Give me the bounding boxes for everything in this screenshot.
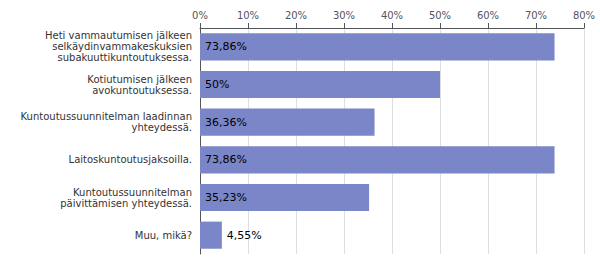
svg-text:35,23%: 35,23%: [205, 191, 247, 204]
svg-text:Laitoskuntoutusjaksoilla.: Laitoskuntoutusjaksoilla.: [69, 154, 192, 165]
svg-text:50%: 50%: [429, 10, 451, 21]
svg-text:yhteydessä.: yhteydessä.: [132, 122, 192, 133]
svg-text:70%: 70%: [525, 10, 547, 21]
svg-text:Heti vammautumisen jälkeen: Heti vammautumisen jälkeen: [45, 30, 192, 41]
svg-text:60%: 60%: [477, 10, 499, 21]
svg-text:30%: 30%: [333, 10, 355, 21]
svg-text:Kuntoutussuunnitelman laadinna: Kuntoutussuunnitelman laadinnan: [21, 111, 192, 122]
svg-text:73,86%: 73,86%: [205, 40, 247, 53]
svg-text:0%: 0%: [192, 10, 208, 21]
svg-text:Kuntoutussuunnitelman: Kuntoutussuunnitelman: [73, 187, 192, 198]
svg-text:20%: 20%: [285, 10, 307, 21]
svg-text:50%: 50%: [205, 78, 229, 91]
svg-text:subakuuttikuntoutuksessa.: subakuuttikuntoutuksessa.: [58, 52, 192, 63]
svg-text:selkäydinvammakeskuksien: selkäydinvammakeskuksien: [52, 41, 192, 52]
svg-text:4,55%: 4,55%: [227, 229, 262, 242]
svg-text:Kotiutumisen jälkeen: Kotiutumisen jälkeen: [87, 74, 192, 85]
svg-text:80%: 80%: [573, 10, 595, 21]
svg-text:Muu, mikä?: Muu, mikä?: [135, 230, 192, 241]
svg-text:päivittämisen yhteydessä.: päivittämisen yhteydessä.: [60, 198, 192, 209]
svg-text:73,86%: 73,86%: [205, 153, 247, 166]
svg-text:10%: 10%: [237, 10, 259, 21]
svg-text:avokuntoutuksessa.: avokuntoutuksessa.: [92, 85, 192, 96]
svg-text:36,36%: 36,36%: [205, 116, 247, 129]
svg-text:40%: 40%: [381, 10, 403, 21]
